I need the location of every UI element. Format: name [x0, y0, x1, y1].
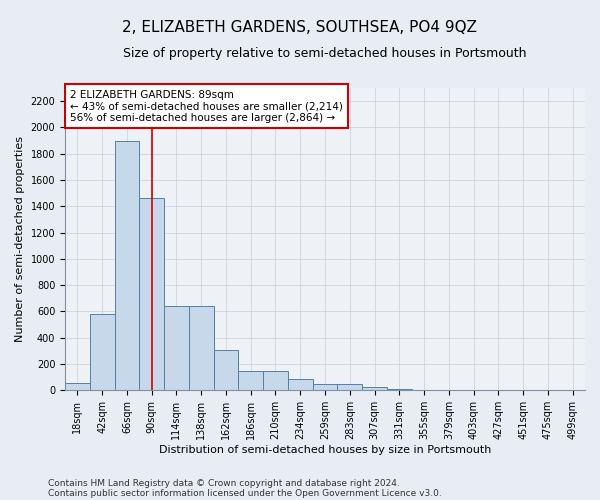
Text: 2 ELIZABETH GARDENS: 89sqm
← 43% of semi-detached houses are smaller (2,214)
56%: 2 ELIZABETH GARDENS: 89sqm ← 43% of semi… [70, 90, 343, 123]
Bar [139, 198, 164, 390]
Bar [115, 140, 139, 390]
Bar [313, 384, 337, 390]
Bar [164, 306, 189, 390]
Y-axis label: Number of semi-detached properties: Number of semi-detached properties [15, 136, 25, 342]
Title: Size of property relative to semi-detached houses in Portsmouth: Size of property relative to semi-detach… [123, 48, 527, 60]
X-axis label: Distribution of semi-detached houses by size in Portsmouth: Distribution of semi-detached houses by … [159, 445, 491, 455]
Text: Contains HM Land Registry data © Crown copyright and database right 2024.: Contains HM Land Registry data © Crown c… [48, 478, 400, 488]
Text: Contains public sector information licensed under the Open Government Licence v3: Contains public sector information licen… [48, 488, 442, 498]
Bar [65, 383, 90, 390]
Bar [263, 370, 288, 390]
Bar [189, 306, 214, 390]
Bar [90, 314, 115, 390]
Text: 2, ELIZABETH GARDENS, SOUTHSEA, PO4 9QZ: 2, ELIZABETH GARDENS, SOUTHSEA, PO4 9QZ [122, 20, 478, 35]
Bar [238, 370, 263, 390]
Bar [387, 389, 412, 390]
Bar [288, 379, 313, 390]
Bar [362, 387, 387, 390]
Bar [214, 350, 238, 391]
Bar [337, 384, 362, 390]
